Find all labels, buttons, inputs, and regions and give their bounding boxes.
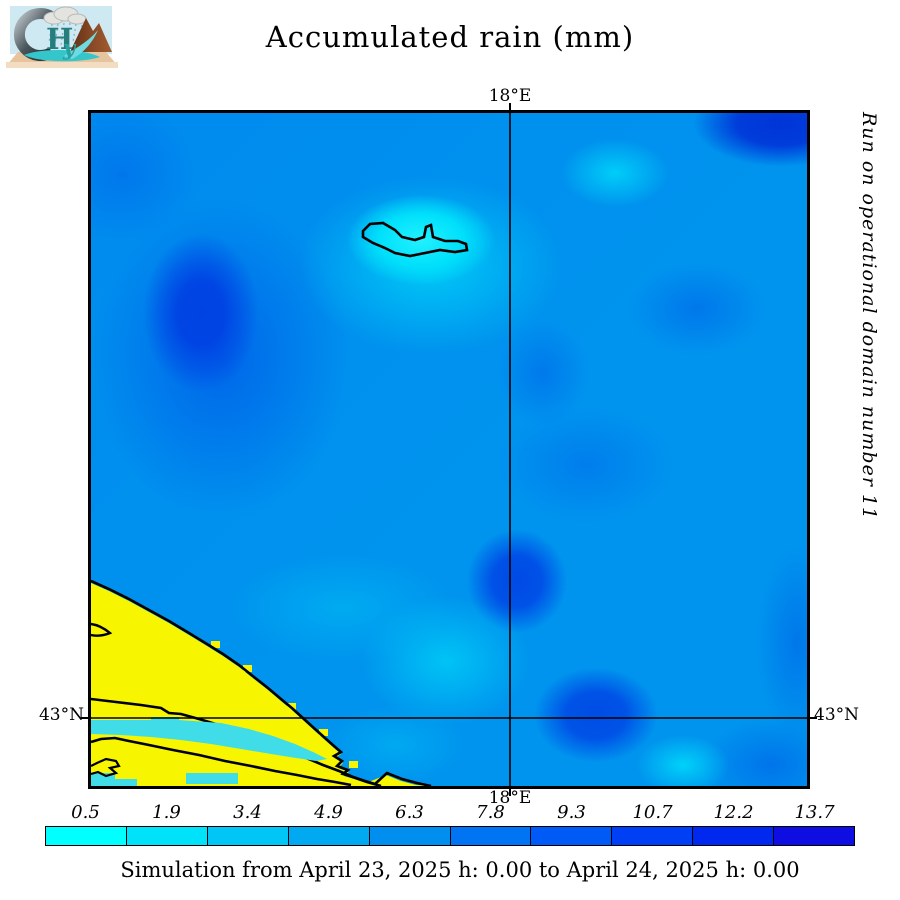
mountain-icon — [70, 18, 112, 52]
map-overlay — [91, 113, 807, 786]
colorbar-cell — [288, 827, 370, 845]
colorbar-cell — [126, 827, 208, 845]
colorbar-cell — [450, 827, 532, 845]
colorbar — [45, 826, 855, 846]
run-domain-note: Run on operational domain number 11 — [858, 112, 880, 521]
simulation-caption: Simulation from April 23, 2025 h: 0.00 t… — [120, 858, 800, 882]
colorbar-label: 0.5 — [71, 802, 100, 823]
colorbar-cell — [207, 827, 289, 845]
colorbar-labels: 0.5 1.9 3.4 4.9 6.3 7.8 9.3 10.7 12.2 13… — [45, 802, 855, 824]
colorbar-cell — [46, 827, 127, 845]
meridian-label-bottom: 18°E — [488, 788, 532, 808]
colorbar-label: 10.7 — [632, 802, 673, 823]
island-outline — [361, 221, 469, 258]
channel-pixel-steps — [91, 773, 238, 786]
islet-outline — [91, 757, 121, 778]
cloud-icon — [43, 6, 87, 25]
tick-top — [509, 103, 511, 110]
map-frame — [88, 110, 810, 789]
rain-field — [91, 113, 807, 786]
chym-logo: H y — [6, 6, 118, 68]
colorbar-cell — [369, 827, 451, 845]
colorbar-label: 3.4 — [233, 802, 262, 823]
rain-streaks-icon — [48, 22, 83, 47]
land-upper-peninsula — [91, 583, 430, 786]
colorbar-label: 4.9 — [314, 802, 343, 823]
parallel-label-right: 43°N — [814, 705, 860, 725]
sea-channel — [91, 717, 327, 761]
logo-platform-front — [6, 62, 118, 68]
colorbar-label: 7.8 — [476, 802, 505, 823]
tick-left — [81, 717, 88, 719]
colorbar-label: 6.3 — [395, 802, 424, 823]
meridian-label-top: 18°E — [488, 86, 532, 106]
colorbar-label: 1.9 — [152, 802, 181, 823]
page-title: Accumulated rain (mm) — [265, 20, 635, 54]
coastline-lower — [91, 736, 352, 786]
tick-right — [810, 717, 817, 719]
colorbar-cell — [774, 827, 855, 845]
logo-letter-y: y — [62, 35, 77, 60]
inlet-notch — [91, 622, 113, 637]
parallel-label-left: 43°N — [38, 705, 84, 725]
colorbar-cell — [531, 827, 613, 845]
colorbar-label: 9.3 — [557, 802, 586, 823]
colorbar-cell — [693, 827, 775, 845]
colorbar-cell — [612, 827, 694, 845]
colorbar-label: 12.2 — [713, 802, 754, 823]
logo-letter-h: H — [46, 22, 73, 56]
logo-water-splash — [64, 30, 98, 59]
colorbar-label: 13.7 — [794, 802, 835, 823]
tick-bottom — [509, 789, 511, 796]
